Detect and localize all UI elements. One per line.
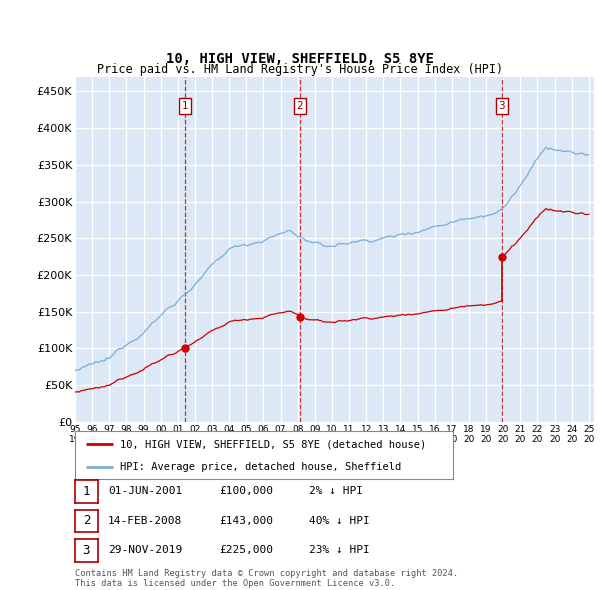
Text: 2: 2 (296, 101, 303, 111)
Text: Contains HM Land Registry data © Crown copyright and database right 2024.
This d: Contains HM Land Registry data © Crown c… (75, 569, 458, 588)
Text: 40% ↓ HPI: 40% ↓ HPI (309, 516, 370, 526)
Text: 2% ↓ HPI: 2% ↓ HPI (309, 487, 363, 496)
Text: 3: 3 (499, 101, 505, 111)
Text: 10, HIGH VIEW, SHEFFIELD, S5 8YE: 10, HIGH VIEW, SHEFFIELD, S5 8YE (166, 52, 434, 66)
Text: HPI: Average price, detached house, Sheffield: HPI: Average price, detached house, Shef… (121, 462, 401, 472)
Text: £100,000: £100,000 (219, 487, 273, 496)
Text: 23% ↓ HPI: 23% ↓ HPI (309, 546, 370, 555)
Text: 1: 1 (83, 485, 90, 498)
Text: 3: 3 (83, 544, 90, 557)
Text: £225,000: £225,000 (219, 546, 273, 555)
Text: 01-JUN-2001: 01-JUN-2001 (108, 487, 182, 496)
Text: 1: 1 (182, 101, 188, 111)
Text: 10, HIGH VIEW, SHEFFIELD, S5 8YE (detached house): 10, HIGH VIEW, SHEFFIELD, S5 8YE (detach… (121, 439, 427, 449)
Text: 29-NOV-2019: 29-NOV-2019 (108, 546, 182, 555)
Text: £143,000: £143,000 (219, 516, 273, 526)
Text: 2: 2 (83, 514, 90, 527)
Text: 14-FEB-2008: 14-FEB-2008 (108, 516, 182, 526)
Text: Price paid vs. HM Land Registry's House Price Index (HPI): Price paid vs. HM Land Registry's House … (97, 63, 503, 76)
